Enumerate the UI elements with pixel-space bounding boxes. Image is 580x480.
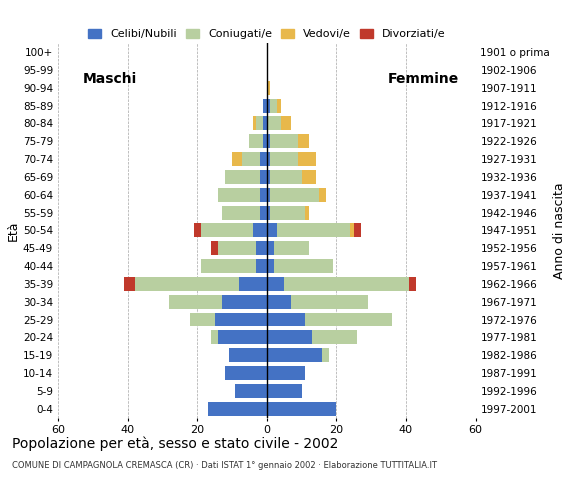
Bar [260, 188, 267, 202]
Bar [218, 241, 256, 255]
Bar [305, 312, 392, 326]
Bar [267, 384, 302, 398]
Bar [232, 152, 242, 166]
Bar [267, 402, 336, 416]
Bar [169, 295, 222, 309]
Bar [302, 170, 316, 184]
Bar [267, 277, 284, 291]
Bar [270, 134, 298, 148]
Bar [274, 259, 333, 273]
Bar [274, 241, 309, 255]
Bar [267, 348, 322, 362]
Bar [242, 152, 260, 166]
Bar [270, 170, 302, 184]
Bar [267, 366, 305, 380]
Bar [260, 170, 267, 184]
Bar [267, 330, 312, 344]
Bar [298, 134, 309, 148]
Bar [222, 205, 260, 219]
Bar [218, 330, 267, 344]
Text: Femmine: Femmine [388, 72, 459, 86]
Bar [194, 224, 201, 237]
Bar [208, 402, 267, 416]
Bar [263, 134, 267, 148]
Bar [211, 330, 218, 344]
Bar [267, 81, 270, 95]
Text: Popolazione per età, sesso e stato civile - 2002: Popolazione per età, sesso e stato civil… [12, 437, 338, 451]
Bar [277, 99, 281, 112]
Bar [239, 277, 267, 291]
Text: Maschi: Maschi [83, 72, 137, 86]
Bar [267, 170, 270, 184]
Bar [260, 205, 267, 219]
Bar [256, 259, 267, 273]
Bar [267, 152, 270, 166]
Bar [281, 117, 291, 131]
Bar [354, 224, 361, 237]
Bar [267, 241, 274, 255]
Bar [229, 348, 267, 362]
Bar [215, 312, 267, 326]
Y-axis label: Anno di nascita: Anno di nascita [553, 182, 566, 279]
Bar [256, 241, 267, 255]
Bar [267, 312, 305, 326]
Bar [135, 277, 239, 291]
Bar [270, 205, 305, 219]
Bar [267, 117, 281, 131]
Bar [249, 134, 263, 148]
Y-axis label: Età: Età [7, 220, 20, 240]
Bar [322, 348, 329, 362]
Bar [222, 295, 267, 309]
Bar [267, 295, 291, 309]
Bar [284, 277, 409, 291]
Bar [124, 277, 135, 291]
Bar [256, 117, 263, 131]
Bar [263, 99, 267, 112]
Bar [267, 205, 270, 219]
Bar [190, 312, 215, 326]
Bar [267, 259, 274, 273]
Bar [270, 99, 277, 112]
Bar [319, 188, 326, 202]
Bar [270, 188, 319, 202]
Bar [201, 224, 253, 237]
Bar [267, 224, 277, 237]
Bar [291, 295, 368, 309]
Bar [277, 224, 350, 237]
Bar [267, 188, 270, 202]
Bar [260, 152, 267, 166]
Bar [225, 366, 267, 380]
Bar [225, 170, 260, 184]
Bar [312, 330, 357, 344]
Bar [201, 259, 256, 273]
Bar [409, 277, 416, 291]
Bar [267, 99, 270, 112]
Bar [270, 152, 298, 166]
Text: COMUNE DI CAMPAGNOLA CREMASCA (CR) · Dati ISTAT 1° gennaio 2002 · Elaborazione T: COMUNE DI CAMPAGNOLA CREMASCA (CR) · Dat… [12, 461, 437, 470]
Bar [253, 224, 267, 237]
Bar [298, 152, 316, 166]
Bar [253, 117, 256, 131]
Bar [263, 117, 267, 131]
Bar [350, 224, 354, 237]
Bar [305, 205, 309, 219]
Bar [235, 384, 267, 398]
Legend: Celibi/Nubili, Coniugati/e, Vedovi/e, Divorziati/e: Celibi/Nubili, Coniugati/e, Vedovi/e, Di… [84, 24, 450, 44]
Bar [211, 241, 218, 255]
Bar [218, 188, 260, 202]
Bar [267, 134, 270, 148]
